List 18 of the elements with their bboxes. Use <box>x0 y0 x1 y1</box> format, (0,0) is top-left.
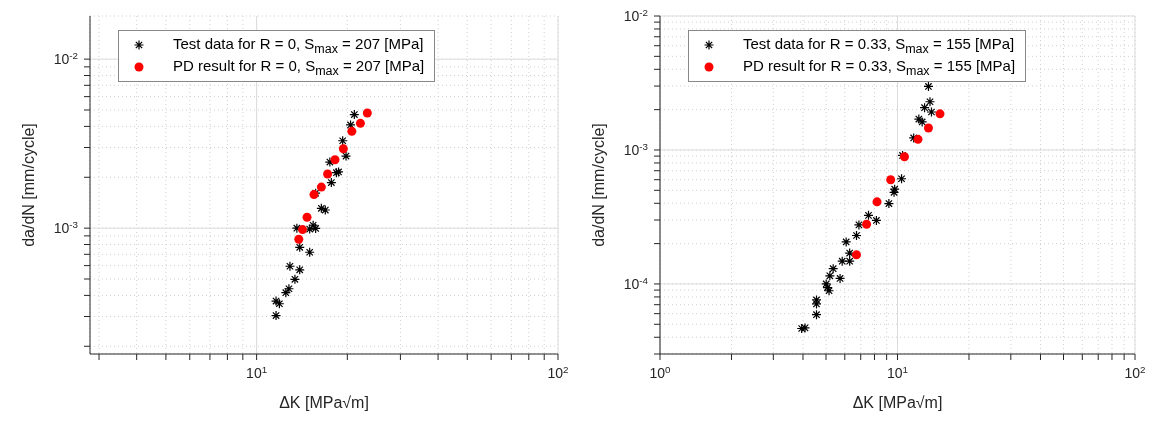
x-tick-label: 10$^{1}$ <box>886 363 909 381</box>
y-tick-label: 10$^{-2}$ <box>623 6 648 24</box>
x-axis-title: ΔK [MPa√m] <box>279 394 369 411</box>
x-tick-label: 10$^{1}$ <box>246 363 268 381</box>
x-tick-label: 10$^{2}$ <box>547 363 569 381</box>
y-axis-title: da/dN [mm/cycle] <box>19 123 37 247</box>
legend-label: PD result for R = 0, S$_{max}$ = 207 [MPa] <box>173 56 425 78</box>
x-tick-label: 10$^{2}$ <box>1124 363 1146 381</box>
x-axis-title: ΔK [MPa√m] <box>852 394 943 411</box>
y-tick-label: 10$^{-3}$ <box>53 218 79 237</box>
y-tick-label: 10$^{-4}$ <box>623 274 649 292</box>
y-tick-label: 10$^{-2}$ <box>53 49 78 68</box>
y-axis-title: da/dN [mm/cycle] <box>589 123 607 247</box>
x-tick-label: 10$^{0}$ <box>649 363 672 381</box>
legend-label: Test data for R = 0.33, S$_{max}$ = 155 [MPa] <box>743 34 1015 56</box>
y-tick-label: 10$^{-3}$ <box>623 140 649 158</box>
legend-label: PD result for R = 0.33, S$_{max}$ = 155 [MPa] <box>743 56 1016 78</box>
legend-label: Test data for R = 0, S$_{max}$ = 207 [MPa] <box>173 34 424 56</box>
